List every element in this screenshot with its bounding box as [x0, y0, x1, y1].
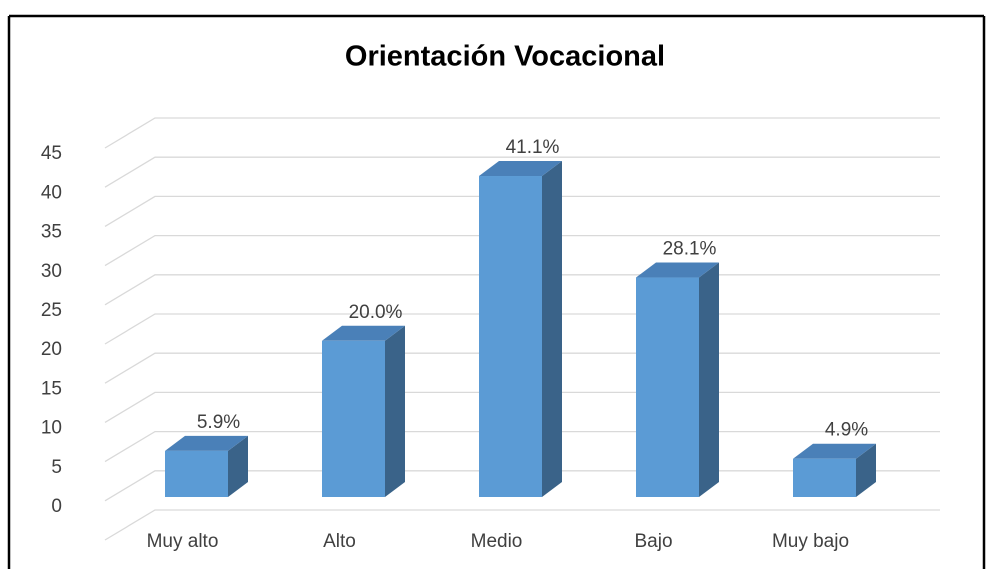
bar-side — [228, 435, 248, 497]
chart-title: Orientación Vocacional — [345, 41, 665, 73]
bar-side — [385, 325, 405, 497]
bar-top — [479, 161, 562, 177]
bar-side — [542, 161, 562, 497]
y-tick-label: 0 — [51, 496, 62, 517]
bar — [636, 277, 699, 497]
data-label: 4.9% — [825, 420, 868, 441]
x-tick-label: Alto — [323, 531, 356, 552]
bar — [322, 340, 385, 497]
grid-line — [104, 156, 940, 188]
x-tick-label: Medio — [471, 531, 523, 552]
y-tick-label: 35 — [41, 222, 62, 243]
bar-top — [322, 325, 405, 341]
grid-line — [104, 234, 940, 267]
bar-side — [699, 262, 719, 497]
grid-line — [104, 195, 940, 227]
bar — [479, 176, 542, 497]
y-tick-label: 10 — [41, 418, 62, 439]
data-label: 5.9% — [197, 412, 240, 433]
y-tick-label: 25 — [41, 300, 62, 321]
y-tick-label: 5 — [51, 457, 62, 478]
y-tick-label: 40 — [41, 182, 62, 203]
bar-side — [856, 443, 876, 497]
y-tick-label: 45 — [41, 143, 62, 164]
data-label: 20.0% — [349, 302, 403, 323]
x-tick-label: Bajo — [634, 531, 672, 552]
grid-line — [104, 509, 940, 541]
y-tick-label: 15 — [41, 378, 62, 399]
bar-top — [636, 262, 719, 278]
bar-top — [793, 443, 876, 459]
grid-line-top — [104, 117, 940, 149]
bar — [165, 450, 228, 497]
y-tick-label: 20 — [41, 339, 62, 360]
y-tick-label: 30 — [41, 261, 62, 282]
bar — [793, 458, 856, 497]
data-label: 28.1% — [663, 239, 717, 260]
x-tick-label: Muy bajo — [772, 531, 849, 552]
bar-top — [165, 435, 248, 451]
x-tick-label: Muy alto — [147, 531, 219, 552]
data-label: 41.1% — [506, 137, 560, 158]
